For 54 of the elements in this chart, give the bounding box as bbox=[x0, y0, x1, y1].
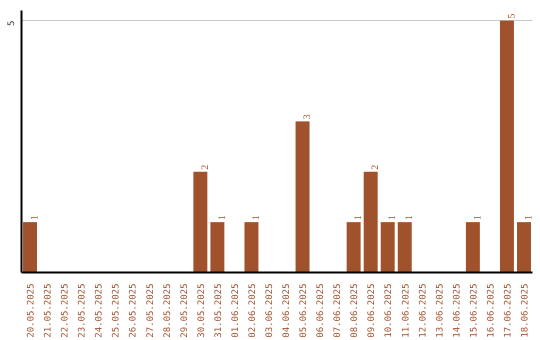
x-tick-label: 05.06.2025 bbox=[299, 283, 310, 338]
bar bbox=[193, 172, 208, 272]
x-tick-label: 25.05.2025 bbox=[112, 283, 122, 338]
data-label: 1 bbox=[353, 215, 364, 220]
x-tick-label: 20.05.2025 bbox=[26, 283, 37, 338]
x-tick-label: 29.05.2025 bbox=[180, 283, 190, 338]
x-tick-label: 09.06.2025 bbox=[367, 283, 378, 338]
x-tick-label: 15.06.2025 bbox=[469, 283, 480, 338]
bar bbox=[466, 222, 480, 272]
bar bbox=[23, 222, 37, 272]
bar bbox=[364, 172, 378, 272]
bar bbox=[517, 222, 531, 272]
data-label: 3 bbox=[302, 114, 314, 120]
data-label: 2 bbox=[200, 164, 211, 170]
x-tick-label: 27.05.2025 bbox=[146, 283, 156, 338]
bar bbox=[398, 222, 412, 272]
x-tick-label: 01.06.2025 bbox=[230, 283, 241, 338]
data-label: 1 bbox=[404, 215, 416, 220]
x-tick-label: 04.06.2025 bbox=[282, 283, 292, 338]
x-tick-label: 30.05.2025 bbox=[196, 283, 207, 338]
x-tick-label: 08.06.2025 bbox=[350, 283, 360, 338]
x-tick-label: 17.06.2025 bbox=[503, 283, 514, 338]
bar bbox=[346, 222, 361, 272]
x-tick-label: 23.05.2025 bbox=[78, 283, 88, 338]
x-tick-label: 14.06.2025 bbox=[452, 283, 462, 338]
bar bbox=[244, 222, 258, 272]
x-tick-label: 03.06.2025 bbox=[264, 283, 275, 338]
x-tick-label: 11.06.2025 bbox=[401, 283, 412, 338]
x-tick-label: 06.06.2025 bbox=[316, 283, 326, 338]
x-tick-label: 21.05.2025 bbox=[44, 283, 54, 338]
data-label: 1 bbox=[523, 215, 534, 220]
bar bbox=[210, 222, 224, 272]
x-tick-label: 26.05.2025 bbox=[128, 283, 139, 338]
x-tick-label: 10.06.2025 bbox=[384, 283, 394, 338]
data-label: 1 bbox=[387, 215, 398, 220]
x-tick-label: 22.05.2025 bbox=[60, 283, 71, 338]
bar bbox=[500, 20, 514, 272]
x-tick-label: 12.06.2025 bbox=[418, 283, 428, 338]
bar bbox=[296, 121, 310, 272]
x-tick-label: 18.06.2025 bbox=[520, 283, 530, 338]
x-tick-label: 28.05.2025 bbox=[162, 283, 173, 338]
x-tick-label: 07.06.2025 bbox=[333, 283, 344, 338]
x-tick-label: 16.06.2025 bbox=[486, 283, 496, 338]
data-label: 1 bbox=[216, 215, 228, 220]
x-tick-label: 02.06.2025 bbox=[248, 283, 258, 338]
x-tick-label: 24.05.2025 bbox=[94, 283, 105, 338]
x-tick-label: 31.05.2025 bbox=[214, 283, 224, 338]
data-label: 2 bbox=[370, 164, 382, 170]
x-tick-label: 13.06.2025 bbox=[435, 283, 446, 338]
bar bbox=[380, 222, 395, 272]
data-label: 1 bbox=[250, 215, 262, 220]
data-label: 5 bbox=[506, 14, 518, 19]
data-label: 1 bbox=[472, 215, 484, 220]
data-label: 1 bbox=[30, 215, 41, 220]
